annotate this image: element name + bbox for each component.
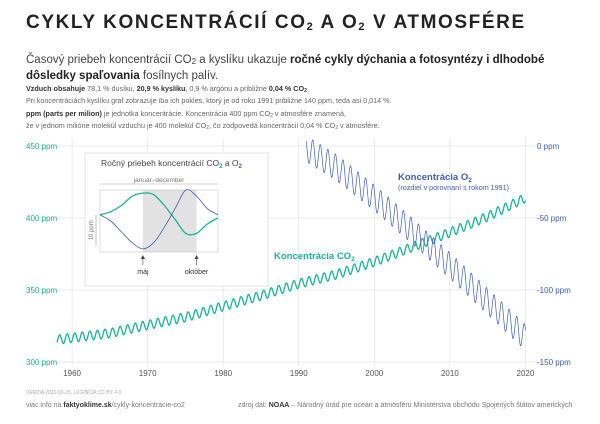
o2-series-line	[305, 139, 526, 347]
y-left-tick-label: 350 ppm	[26, 286, 57, 295]
x-tick-label: 2000	[365, 369, 383, 378]
inset-co2-line	[99, 192, 219, 236]
inset-scale-label: 10 ppm	[89, 220, 95, 240]
data-source: zdroj dát: NOAA – Národný úrad pre oceán…	[238, 402, 573, 409]
version-meta: VERZIA 2021-03-25, LICENCIA CC BY 4.0	[26, 390, 122, 396]
y-right-tick-label: 0 ppm	[537, 142, 560, 151]
inset-marker-arrowhead	[194, 255, 199, 259]
page-title: CYKLY KONCENTRÁCIÍ CO2 A O2 V ATMOSFÉRE	[26, 12, 526, 33]
inset-marker-label: október	[185, 269, 209, 276]
o2-series-label: Koncentrácia O2	[398, 172, 472, 184]
co2-series-line	[56, 194, 527, 345]
air-composition-note: Vzduch obsahuje 78,1 % dusíku, 20,9 % ky…	[26, 84, 392, 105]
inset-marker-arrowhead	[140, 255, 145, 259]
y-left-tick-label: 300 ppm	[26, 358, 57, 367]
co2-series-label: Koncentrácia CO2	[274, 251, 355, 263]
x-tick-label: 1960	[63, 369, 81, 378]
o2-series-sublabel: (rozdiel v porovnaní s rokom 1991)	[398, 183, 509, 192]
y-right-tick-label: -100 ppm	[537, 286, 571, 295]
x-tick-label: 2020	[517, 369, 535, 378]
inset-o2-line	[99, 189, 219, 250]
x-tick-label: 1980	[214, 369, 232, 378]
more-info-link[interactable]: viac info na faktyoklime.sk/cykly-koncen…	[26, 402, 185, 409]
x-tick-label: 1970	[139, 369, 157, 378]
lead-paragraph: Časový priebeh koncentrácií CO2 a kyslík…	[26, 54, 545, 82]
y-left-tick-label: 400 ppm	[26, 214, 57, 223]
inset-shade	[142, 190, 197, 252]
x-tick-label: 2010	[441, 369, 459, 378]
inset-title: Ročný priebeh koncentrácií CO2 a O2	[101, 158, 243, 170]
y-right-tick-label: -50 ppm	[537, 214, 567, 223]
inset-span-label: január–december	[133, 177, 185, 184]
y-left-tick-label: 450 ppm	[26, 142, 57, 151]
inset-marker-label: máj	[137, 269, 149, 276]
annual-cycle-inset: Ročný priebeh koncentrácií CO2 a O2 januá…	[84, 152, 269, 287]
y-right-tick-label: -150 ppm	[537, 358, 571, 367]
x-tick-label: 1990	[290, 369, 308, 378]
ppm-note: ppm (parts per milion) je jednotka konce…	[26, 109, 380, 131]
